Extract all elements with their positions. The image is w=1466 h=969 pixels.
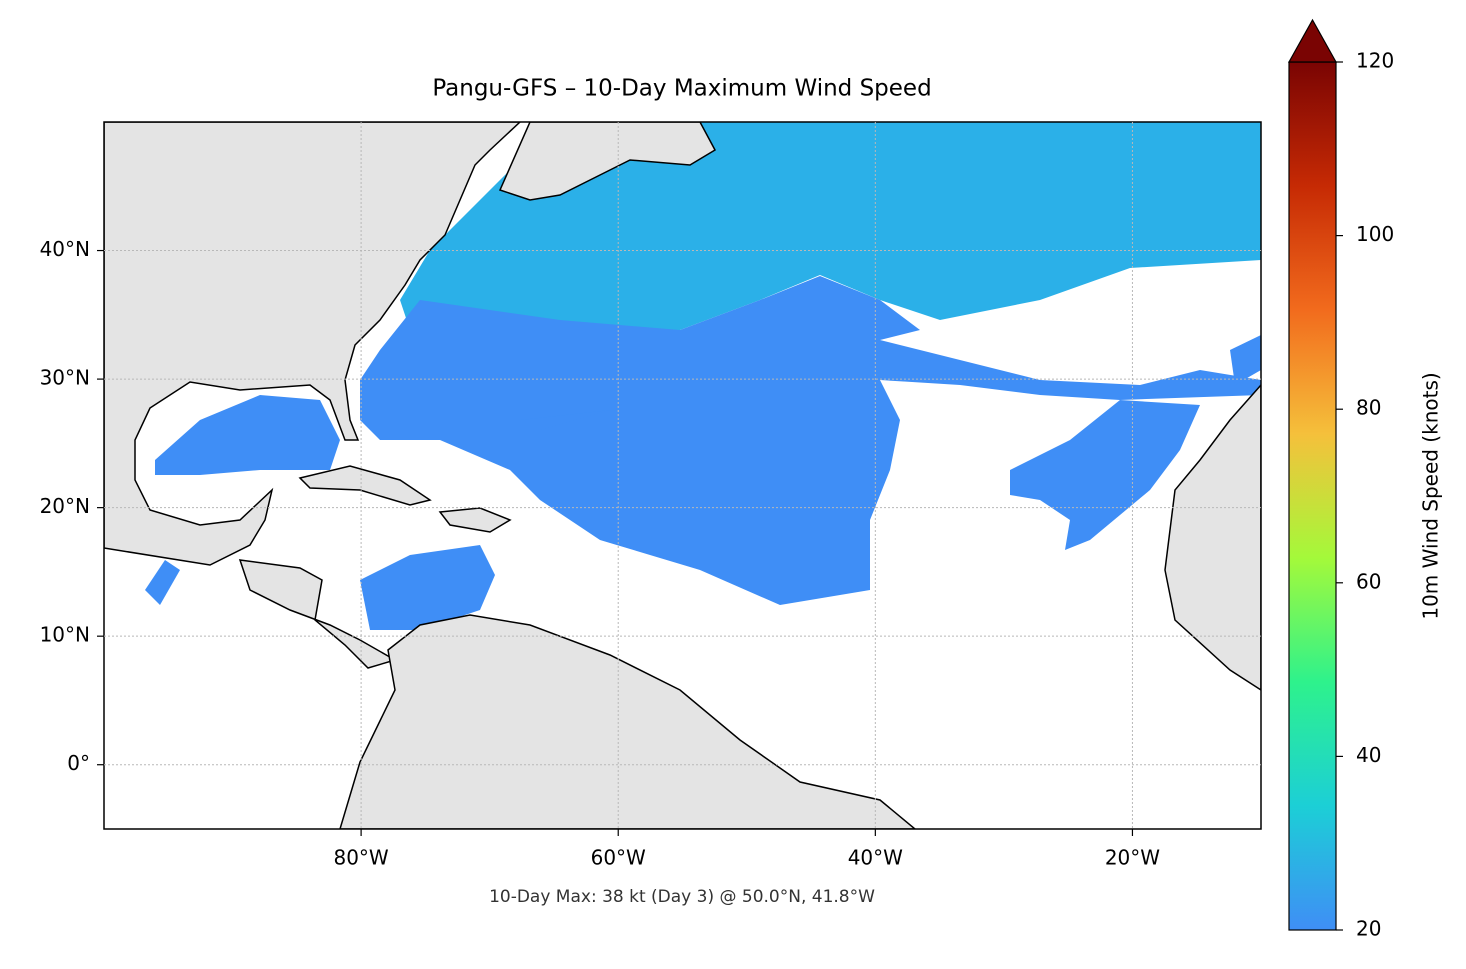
colorbar-tick-label: 40 [1356, 743, 1381, 767]
wind-field [145, 560, 180, 605]
land [339, 614, 917, 829]
colorbar-tick-label: 20 [1356, 917, 1381, 941]
y-tick-label: 30°N [40, 366, 90, 390]
map-area [104, 122, 1261, 829]
land [238, 559, 397, 669]
map-frame [103, 121, 1262, 830]
land [438, 507, 512, 533]
land [498, 122, 716, 201]
x-tick-label: 40°W [848, 846, 903, 870]
colorbar-label: 10m Wind Speed (knots) [1419, 372, 1443, 619]
y-tick-label: 20°N [40, 494, 90, 518]
land [1164, 383, 1261, 691]
colorbar-tick-label: 100 [1356, 222, 1394, 246]
wind-field [520, 410, 610, 430]
colorbar [1288, 61, 1337, 931]
x-tick-label: 60°W [591, 846, 646, 870]
wind-field [1010, 400, 1200, 550]
y-tick-label: 0° [67, 751, 90, 775]
x-tick-label: 80°W [333, 846, 388, 870]
y-tick-label: 40°N [40, 237, 90, 261]
y-tick-label: 10°N [40, 623, 90, 647]
wind-field [155, 395, 340, 475]
land [104, 122, 522, 566]
x-tick-label: 20°W [1105, 846, 1160, 870]
wind-field [1230, 335, 1261, 385]
colorbar-tick-label: 60 [1356, 569, 1381, 593]
colorbar-extend [1287, 18, 1338, 63]
wind-field [400, 122, 1261, 360]
land [298, 465, 432, 506]
colorbar-tick-label: 80 [1356, 396, 1381, 420]
wind-field [360, 545, 495, 630]
chart-title: Pangu-GFS – 10-Day Maximum Wind Speed [432, 76, 931, 102]
wind-field [360, 276, 1261, 605]
colorbar-tick-label: 120 [1356, 49, 1394, 73]
annotation: 10-Day Max: 38 kt (Day 3) @ 50.0°N, 41.8… [489, 887, 875, 907]
